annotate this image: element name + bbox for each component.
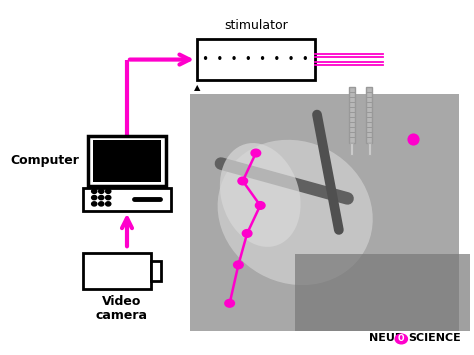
Bar [350,143,354,155]
Text: stimulator: stimulator [224,20,288,32]
Bar [368,143,371,155]
Bar [83,253,151,289]
Text: O: O [398,334,405,343]
Text: • • • • • • • •: • • • • • • • • [202,53,310,66]
Bar [151,261,161,281]
Ellipse shape [218,140,373,285]
Circle shape [106,202,111,206]
Circle shape [99,189,104,193]
Circle shape [255,202,265,209]
Circle shape [225,300,235,307]
Circle shape [238,177,247,185]
Bar [197,39,315,80]
Bar [191,94,459,331]
Bar [88,136,166,186]
Text: camera: camera [96,308,147,322]
Circle shape [99,196,104,200]
Circle shape [91,189,97,193]
Circle shape [106,189,111,193]
Circle shape [106,196,111,200]
Bar [366,87,373,143]
Circle shape [234,261,243,269]
Text: ▲: ▲ [194,83,200,92]
Bar [83,188,171,211]
Point [410,136,417,142]
Circle shape [91,202,97,206]
Circle shape [395,334,408,344]
Bar [93,140,161,182]
Circle shape [242,230,252,237]
Circle shape [99,202,104,206]
Text: NEUR: NEUR [369,333,404,344]
Text: Computer: Computer [10,154,79,168]
Bar [295,255,474,331]
Ellipse shape [220,143,301,247]
Circle shape [251,149,261,157]
Text: SCIENCE: SCIENCE [409,333,462,344]
Bar [349,87,355,143]
Circle shape [91,196,97,200]
Text: Video: Video [102,295,141,307]
